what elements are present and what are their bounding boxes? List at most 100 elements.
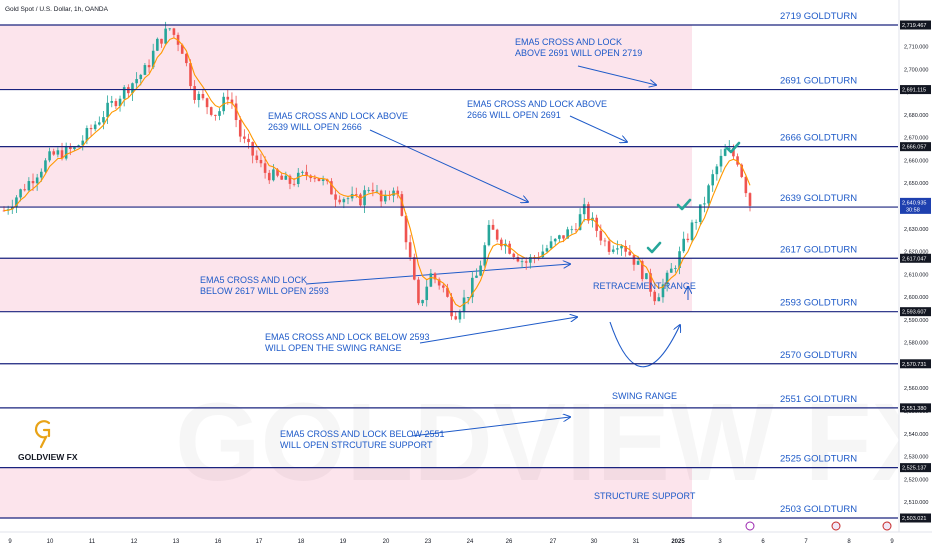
annotation-arrow-1: [369, 129, 528, 202]
candle-body: [151, 50, 155, 68]
candle-body: [603, 240, 607, 242]
candle-body: [628, 251, 632, 256]
candle-body: [475, 275, 478, 278]
candle-body: [23, 189, 27, 191]
candle-body: [674, 268, 677, 269]
candle-body: [321, 179, 325, 181]
checkmark-icon-2: [725, 141, 741, 154]
price-tick-label: 2,660.000: [904, 158, 928, 164]
candle-body: [251, 142, 254, 156]
candle-body: [429, 273, 433, 287]
candle-body: [732, 147, 735, 157]
time-tick-label: 30: [591, 539, 598, 545]
candle-body: [450, 296, 453, 317]
candle-body: [56, 150, 60, 155]
level-label-3: 2639 GOLDTURN: [780, 193, 857, 204]
candle-body: [317, 178, 321, 181]
time-tick-label: 19: [340, 539, 347, 545]
candle-body: [549, 241, 553, 249]
candle-body: [272, 169, 275, 181]
candle-body: [85, 128, 89, 141]
level-price-tag-text-6: 2,570.731: [902, 362, 926, 368]
price-tick-label: 2,710.000: [904, 45, 928, 51]
level-price-tag-5: [900, 307, 931, 317]
candle-body: [520, 261, 524, 263]
candle-body: [19, 189, 22, 198]
candles: [2, 21, 752, 323]
annotation-arrow-5: [411, 417, 570, 437]
checkmark-icon-1: [646, 241, 662, 254]
time-tick-label: 24: [467, 539, 474, 545]
price-tick-label: 2,560.000: [904, 386, 928, 392]
annotation-arrow-2: [569, 115, 627, 142]
candle-body: [748, 193, 752, 206]
level-label-1: 2691 GOLDTURN: [780, 76, 857, 87]
candle-body: [500, 239, 503, 247]
candle-body: [334, 194, 337, 200]
price-tick-label: 2,630.000: [904, 227, 928, 233]
level-price-tag-7: [900, 403, 931, 413]
candle-body: [305, 171, 308, 176]
candle-body: [238, 120, 242, 137]
time-tick-label: 9: [890, 539, 894, 545]
swing-range-arrow: [609, 321, 680, 368]
candle-body: [346, 198, 350, 200]
annotation-2-line-1: 2666 WILL OPEN 2691: [467, 110, 561, 120]
candle-body: [707, 185, 710, 204]
candle-body: [31, 181, 35, 184]
time-tick-label: 2025: [671, 539, 685, 545]
time-tick-label: 18: [298, 539, 305, 545]
time-tick-label: 31: [633, 539, 640, 545]
level-label-0: 2719 GOLDTURN: [780, 11, 857, 22]
ema-layer: [3, 37, 751, 308]
logo-brand-text: GOLDVIEW FX: [18, 452, 78, 462]
candle-body: [640, 261, 644, 280]
candle-body: [446, 287, 449, 297]
price-tick-label: 2,650.000: [904, 181, 928, 187]
candle-body: [661, 284, 665, 298]
time-tick-label: 8: [847, 539, 851, 545]
candle-body: [442, 285, 445, 288]
candle-body: [462, 297, 466, 312]
candle-body: [98, 122, 101, 125]
pink-zones: [0, 25, 692, 518]
candle-body: [350, 194, 354, 199]
candle-body: [437, 279, 441, 286]
candle-body: [719, 155, 723, 167]
candle-body: [413, 257, 416, 280]
level-price-tag-text-1: 2,691.115: [902, 88, 926, 94]
candle-body: [570, 229, 574, 231]
candle-body: [678, 251, 681, 269]
candle-body: [263, 163, 267, 173]
price-tick-label: 2,510.000: [904, 500, 928, 506]
candle-body: [89, 128, 93, 130]
level-label-9: 2503 GOLDTURN: [780, 504, 857, 515]
candle-body: [703, 203, 706, 205]
level-label-7: 2551 GOLDTURN: [780, 394, 857, 405]
candle-body: [205, 98, 209, 108]
annotation-0-line-0: EMA5 CROSS AND LOCK: [515, 37, 622, 47]
candle-body: [330, 181, 333, 195]
zone-3: [0, 467, 692, 518]
candle-body: [616, 248, 619, 250]
candle-body: [690, 222, 694, 241]
level-lines: [0, 24, 898, 519]
level-price-tag-1: [900, 85, 931, 95]
level-price-tag-text-7: 2,551.380: [902, 406, 926, 412]
candle-body: [143, 65, 147, 75]
candle-body: [694, 221, 698, 223]
candle-body: [558, 235, 561, 239]
candle-body: [255, 155, 259, 160]
time-tick-label: 10: [47, 539, 54, 545]
candle-body: [280, 175, 283, 180]
candle-body: [209, 107, 213, 115]
level-label-6: 2570 GOLDTURN: [780, 350, 857, 361]
annotation-0-line-1: ABOVE 2691 WILL OPEN 2719: [515, 48, 642, 58]
time-tick-label: 27: [550, 539, 557, 545]
candle-body: [624, 246, 627, 252]
candle-body: [645, 273, 648, 280]
candle-body: [73, 147, 76, 150]
candle-body: [122, 87, 126, 99]
time-tick-label: 11: [89, 539, 96, 545]
